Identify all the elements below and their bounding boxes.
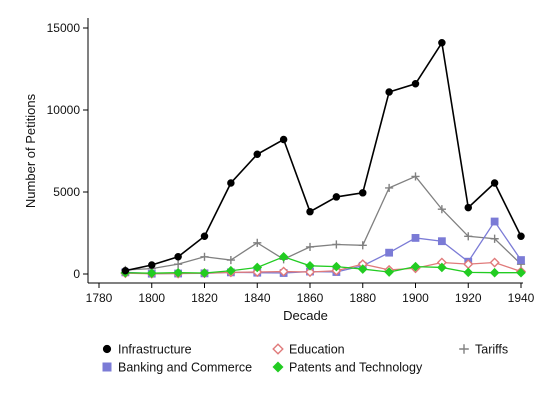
series-line-tariffs [125,175,522,271]
y-tick-label: 5000 [53,185,80,199]
legend-item-patents-and-technology: Patents and Technology [272,361,423,375]
data-point-patents-and-technology [463,267,474,278]
legend-marker-infrastructure [102,344,112,354]
data-point-tariffs [437,205,446,214]
data-point-tariffs [226,255,235,265]
legend-label-banking-and-commerce: Banking and Commerce [118,361,252,375]
data-point-banking-and-commerce [437,237,446,246]
y-axis-title: Number of Petitions [23,93,38,208]
legend-label-infrastructure: Infrastructure [118,343,192,357]
data-point-infrastructure [438,39,446,47]
data-point-education [278,266,289,277]
series-tariffs [121,172,526,274]
x-tick-label: 1780 [86,291,113,305]
data-point-infrastructure [517,232,525,241]
data-point-patents-and-technology [489,267,500,278]
legend-label-education: Education [289,343,345,357]
series-banking-and-commerce [121,217,525,278]
plot-series [120,39,527,279]
legend-label-tariffs: Tariffs [475,343,508,357]
data-point-infrastructure [227,179,235,187]
series-line-education [125,261,522,275]
x-tick-label: 1840 [244,291,271,305]
data-point-tariffs [332,240,341,249]
legend-marker-education [272,343,284,355]
data-point-patents-and-technology [331,261,342,272]
data-point-patents-and-technology [146,268,157,278]
data-point-patents-and-technology [357,264,368,274]
data-point-tariffs [490,234,499,243]
data-point-tariffs [200,252,209,261]
x-tick-label: 1860 [297,291,324,305]
x-tick-label: 1920 [455,291,482,305]
data-point-patents-and-technology [516,267,526,278]
legend-item-tariffs: Tariffs [459,343,508,357]
data-point-education [304,266,316,278]
data-point-tariffs [411,172,420,181]
data-point-patents-and-technology [410,261,421,272]
data-point-patents-and-technology [173,267,183,278]
data-point-tariffs [305,242,315,252]
series-line-patents-and-technology [125,256,521,274]
data-point-tariffs [464,232,473,241]
data-point-tariffs [358,241,367,250]
y-tick-label: 10000 [47,103,81,117]
legend-item-education: Education [272,343,345,357]
data-point-infrastructure [332,193,341,201]
legend-marker-tariffs [459,344,469,354]
data-point-tariffs [385,183,394,192]
data-point-patents-and-technology [226,265,236,276]
x-tick-label: 1880 [349,291,376,305]
data-point-patents-and-technology [437,262,447,273]
data-point-tariffs [253,238,262,247]
data-point-infrastructure [464,203,472,212]
data-point-education [489,257,500,268]
axes: 1780 1800 1820 1840 1860 1880 1900 1920 1940 0 50… [23,18,535,323]
series-infrastructure [121,39,525,275]
y-tick-label: 15000 [47,21,81,35]
x-tick-label: 1940 [508,291,535,305]
data-point-infrastructure [174,253,182,261]
data-point-patents-and-technology [199,268,210,278]
data-point-banking-and-commerce [490,217,499,226]
series-line-infrastructure [125,40,522,272]
data-point-banking-and-commerce [385,248,394,257]
data-point-infrastructure [385,88,393,96]
data-point-infrastructure [148,261,156,269]
data-point-infrastructure [121,266,130,275]
data-point-patents-and-technology [278,251,289,262]
data-point-infrastructure [411,80,420,88]
data-point-infrastructure [253,150,261,159]
data-point-banking-and-commerce [517,256,525,264]
y-tick-label: 0 [73,267,80,281]
data-point-patents-and-technology [252,262,263,273]
x-tick-label: 1820 [191,291,218,305]
legend-item-banking-and-commerce: Banking and Commerce [102,361,252,375]
data-point-infrastructure [490,179,499,187]
x-axis-title: Decade [283,308,328,323]
x-tick-label: 1800 [138,291,165,305]
legend-marker-banking-and-commerce [102,362,112,372]
x-ticks: 1780 1800 1820 1840 1860 1880 1900 1920 1940 [86,283,535,305]
data-point-banking-and-commerce [411,234,420,242]
series-patents-and-technology [120,251,526,278]
legend-item-infrastructure: Infrastructure [102,343,192,357]
legend: Infrastructure Education Tariffs Banking an… [102,343,508,375]
data-point-patents-and-technology [384,267,394,277]
data-point-tariffs [174,260,183,269]
data-point-infrastructure [359,189,367,197]
legend-marker-patents-and-technology [272,361,284,373]
data-point-infrastructure [279,135,288,144]
data-point-infrastructure [306,207,314,216]
data-point-infrastructure [200,232,209,241]
y-ticks: 0 5000 10000 15000 [47,21,88,281]
legend-label-patents-and-technology: Patents and Technology [289,361,423,375]
x-tick-label: 1900 [402,291,429,305]
data-point-patents-and-technology [305,261,315,271]
